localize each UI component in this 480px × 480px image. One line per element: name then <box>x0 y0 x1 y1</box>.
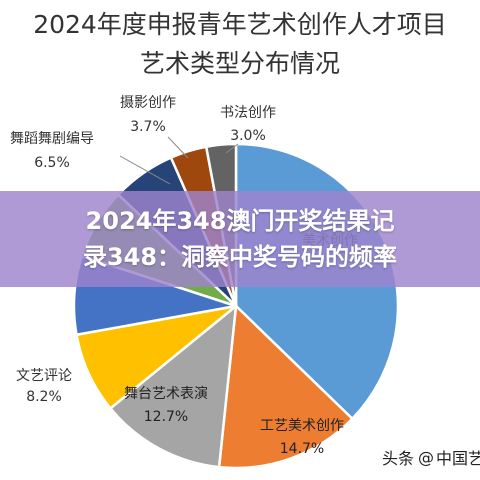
pie-slice-2 <box>217 303 355 470</box>
slice-label-8: 摄影创作 <box>120 95 176 111</box>
slice-value-label-3: 12.7% <box>144 409 188 425</box>
headline-banner[interactable]: 2024年348澳门开奖结果记 录348：洞察中奖号码的频率 <box>0 191 480 287</box>
chart-title-line-2: 艺术类型分布情况 <box>140 49 340 78</box>
slice-value-label-7: 6.5% <box>34 155 70 171</box>
leader-line-8 <box>167 136 189 159</box>
source-watermark: 头条 @ 中国艺 <box>382 442 480 472</box>
leader-line-7 <box>119 155 171 185</box>
banner-line-2: 录348：洞察中奖号码的频率 <box>82 243 398 271</box>
slice-label-9: 书法创作 <box>220 105 276 121</box>
chart-title-line-1: 2024年度申报青年艺术创作人才项目 <box>33 10 447 39</box>
slice-label-7: 舞蹈舞剧编导 <box>10 131 94 147</box>
watermark-source: 头条 <box>381 449 414 468</box>
slice-value-label-8: 3.7% <box>130 119 166 135</box>
leader-line-9 <box>225 143 239 154</box>
watermark-at: @ <box>417 447 434 467</box>
pie-slice-3 <box>108 303 238 469</box>
leader-lines <box>119 136 239 185</box>
watermark-account: 中国艺 <box>435 449 480 468</box>
slice-label-3: 舞台艺术表演 <box>124 386 208 402</box>
banner-line-1: 2024年348澳门开奖结果记 <box>85 207 395 235</box>
slice-value-label-9: 3.0% <box>230 128 266 144</box>
slice-label-4: 文艺评论 <box>16 368 72 384</box>
slice-value-label-2: 14.7% <box>280 441 324 457</box>
slice-value-label-4: 8.2% <box>26 389 62 405</box>
slice-label-2: 工艺美术创作 <box>260 418 344 434</box>
